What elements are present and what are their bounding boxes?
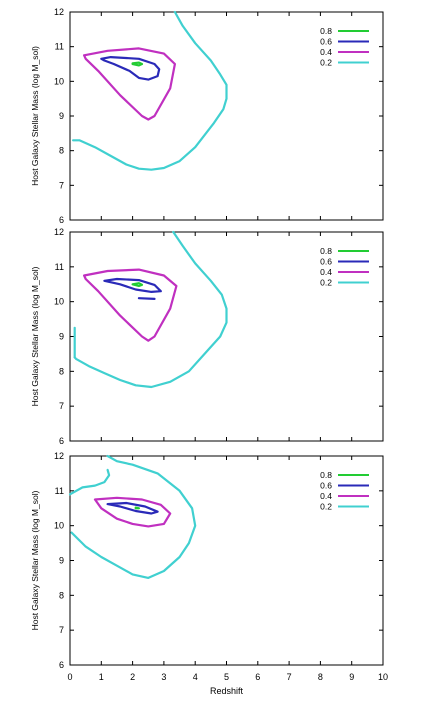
y-tick-label: 7	[59, 625, 64, 635]
contour-line	[131, 61, 144, 67]
y-tick-label: 6	[59, 436, 64, 446]
y-tick-label: 11	[55, 486, 64, 496]
y-tick-label: 6	[59, 660, 64, 670]
y-tick-label: 8	[59, 366, 64, 376]
chart-panel-1: 6 7 8 9 10 11 12 Host Galaxy Stellar Mass (log …	[30, 7, 384, 225]
y-tick-label: 12	[54, 7, 64, 17]
legend-label: 0.6	[320, 257, 332, 267]
x-tick-label: 2	[130, 672, 135, 682]
contour-line	[83, 47, 176, 121]
chart-panel-2: 6 7 8 9 10 11 12 Host Galaxy Stellar Mass (log …	[30, 227, 384, 446]
contour-line	[83, 268, 178, 342]
legend-label: 0.4	[320, 47, 332, 57]
y-tick-label: 7	[59, 401, 64, 411]
contour-line	[68, 468, 111, 496]
y-tick-label: 10	[54, 76, 64, 86]
legend-label: 0.2	[320, 278, 332, 288]
x-tick-label: 3	[161, 672, 166, 682]
y-axis-label: Host Galaxy Stellar Mass (log M_sol)	[30, 46, 40, 186]
y-tick-label: 12	[54, 227, 64, 237]
legend-label: 0.4	[320, 491, 332, 501]
legend-label: 0.8	[320, 470, 332, 480]
y-tick-label: 11	[55, 262, 64, 272]
x-tick-label: 4	[193, 672, 198, 682]
y-tick-label: 9	[59, 332, 64, 342]
x-tick-label: 5	[224, 672, 229, 682]
y-axis-label: Host Galaxy Stellar Mass (log M_sol)	[30, 266, 40, 406]
y-tick-label: 11	[55, 42, 64, 52]
y-tick-label: 12	[54, 451, 64, 461]
plot-frame	[69, 455, 384, 666]
contour-line	[100, 56, 161, 81]
y-tick-label: 8	[59, 146, 64, 156]
x-tick-label: 0	[67, 672, 72, 682]
contour-line	[70, 454, 197, 579]
x-tick-label: 1	[99, 672, 104, 682]
y-tick-label: 10	[54, 297, 64, 307]
contour-line	[93, 496, 172, 528]
legend-label: 0.8	[320, 246, 332, 256]
contour-line	[106, 501, 159, 515]
y-tick-label: 10	[54, 521, 64, 531]
legend-label: 0.2	[320, 58, 332, 68]
x-tick-label: 7	[287, 672, 292, 682]
plot-frame	[69, 231, 384, 442]
contour-line	[137, 297, 156, 300]
y-tick-label: 9	[59, 556, 64, 566]
contour-line	[134, 506, 140, 510]
contour-line	[103, 277, 162, 293]
x-tick-label: 10	[378, 672, 388, 682]
y-axis-label: Host Galaxy Stellar Mass (log M_sol)	[30, 490, 40, 630]
x-tick-label: 6	[255, 672, 260, 682]
legend-label: 0.6	[320, 481, 332, 491]
plot-frame	[69, 11, 384, 221]
x-axis-label: Redshift	[210, 686, 244, 696]
y-tick-label: 8	[59, 590, 64, 600]
contour-line	[72, 10, 228, 171]
x-tick-label: 8	[318, 672, 323, 682]
y-tick-label: 7	[59, 180, 64, 190]
y-tick-label: 6	[59, 215, 64, 225]
legend-label: 0.4	[320, 267, 332, 277]
legend-label: 0.2	[320, 502, 332, 512]
legend-label: 0.6	[320, 37, 332, 47]
legend-label: 0.8	[320, 26, 332, 36]
contour-line	[131, 282, 144, 288]
x-tick-label: 9	[349, 672, 354, 682]
contour-line	[73, 230, 228, 389]
y-tick-label: 9	[59, 111, 64, 121]
